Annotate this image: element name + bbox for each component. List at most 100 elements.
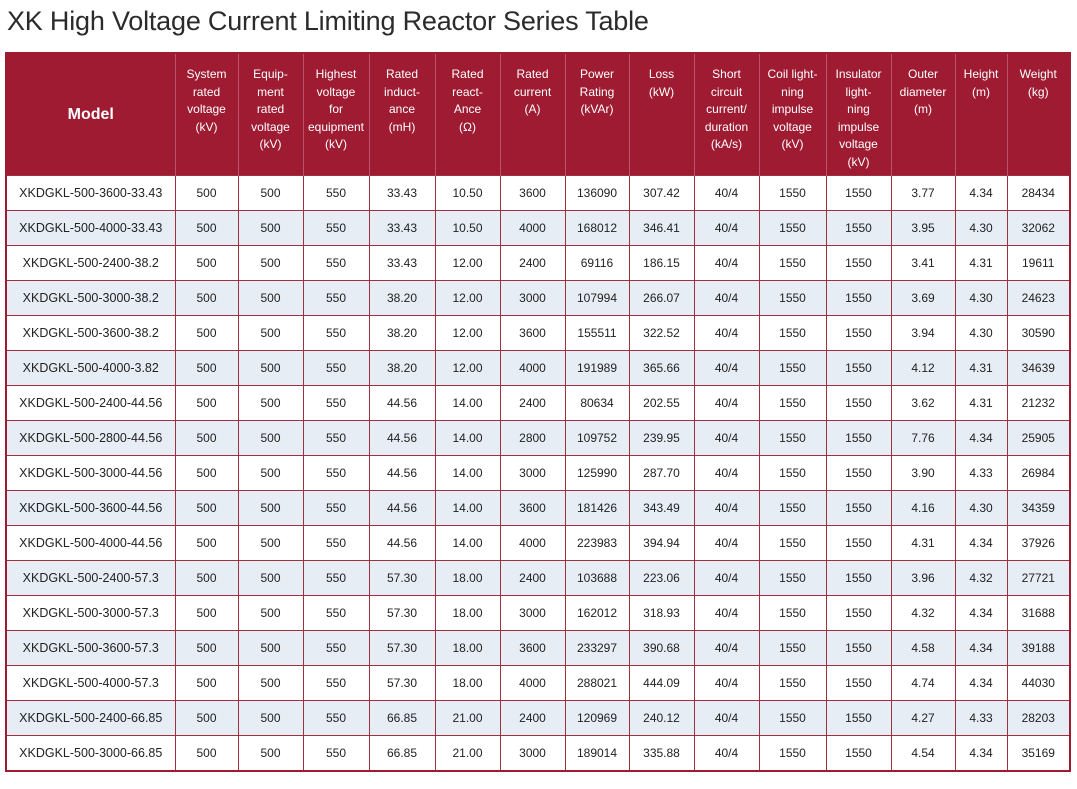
table-cell: 12.00 <box>434 349 500 385</box>
table-cell: 38.20 <box>368 349 435 385</box>
table-cell: 3000 <box>499 454 565 490</box>
table-cell: 189014 <box>564 734 629 770</box>
table-cell: 1550 <box>758 489 826 525</box>
model-cell: XKDGKL-500-4000-33.43 <box>7 209 175 245</box>
table-cell: 14.00 <box>434 454 500 490</box>
table-row: XKDGKL-500-3000-57.3 500 500 550 57.30 18.00 3… <box>7 594 1069 630</box>
table-row: XKDGKL-500-3000-66.85 500 500 550 66.85 21.00… <box>7 734 1069 770</box>
table-cell: 500 <box>237 559 303 595</box>
table-cell: 1550 <box>758 594 826 630</box>
model-cell: XKDGKL-500-2800-44.56 <box>7 419 175 455</box>
table-cell: 57.30 <box>368 629 435 665</box>
table-cell: 394.94 <box>628 524 694 560</box>
table-cell: 550 <box>302 209 369 245</box>
page-title: XK High Voltage Current Limiting Reactor… <box>7 6 649 36</box>
table-cell: 3600 <box>499 174 565 210</box>
table-cell: 500 <box>237 279 303 315</box>
table-cell: 168012 <box>564 209 629 245</box>
table-cell: 3.96 <box>890 559 955 595</box>
table-row: XKDGKL-500-3600-44.56 500 500 550 44.56 14.00… <box>7 489 1069 525</box>
model-cell: XKDGKL-500-3000-66.85 <box>7 734 175 770</box>
table-cell: 40/4 <box>693 524 759 560</box>
table-cell: 40/4 <box>693 629 759 665</box>
table-cell: 4000 <box>499 209 565 245</box>
table-cell: 550 <box>302 349 369 385</box>
table-cell: 4.33 <box>954 699 1007 735</box>
table-cell: 40/4 <box>693 734 759 770</box>
table-cell: 500 <box>174 594 238 630</box>
table-cell: 2400 <box>499 699 565 735</box>
table-cell: 1550 <box>758 349 826 385</box>
table-body: XKDGKL-500-3600-33.43 500 500 550 33.43 10.50… <box>7 174 1069 770</box>
table-cell: 365.66 <box>628 349 694 385</box>
table-cell: 3000 <box>499 279 565 315</box>
table-cell: 4000 <box>499 349 565 385</box>
table-cell: 4000 <box>499 664 565 700</box>
table-cell: 37926 <box>1006 524 1069 560</box>
table-cell: 322.52 <box>628 314 694 350</box>
table-cell: 80634 <box>564 384 629 420</box>
table-row: XKDGKL-500-4000-33.43 500 500 550 33.43 10.50… <box>7 209 1069 245</box>
table-cell: 500 <box>237 174 303 210</box>
table-cell: 2800 <box>499 419 565 455</box>
table-cell: 27721 <box>1006 559 1069 595</box>
table-cell: 500 <box>237 419 303 455</box>
table-cell: 550 <box>302 524 369 560</box>
model-cell: XKDGKL-500-3000-44.56 <box>7 454 175 490</box>
table-row: XKDGKL-500-4000-57.3 500 500 550 57.30 18.00 4… <box>7 664 1069 700</box>
table-cell: 500 <box>174 699 238 735</box>
table-cell: 33.43 <box>368 244 435 280</box>
table-cell: 2400 <box>499 244 565 280</box>
reactor-series-table: Model System rated voltage (kV) Equip- men… <box>5 52 1071 772</box>
table-cell: 120969 <box>564 699 629 735</box>
table-cell: 500 <box>174 734 238 770</box>
model-cell: XKDGKL-500-2400-57.3 <box>7 559 175 595</box>
table-cell: 550 <box>302 594 369 630</box>
table-cell: 40/4 <box>693 454 759 490</box>
table-cell: 40/4 <box>693 384 759 420</box>
table-cell: 550 <box>302 174 369 210</box>
table-cell: 3.77 <box>890 174 955 210</box>
table-cell: 1550 <box>825 384 891 420</box>
table-cell: 162012 <box>564 594 629 630</box>
table-cell: 4.31 <box>954 384 1007 420</box>
table-cell: 25905 <box>1006 419 1069 455</box>
table-cell: 1550 <box>758 664 826 700</box>
table-cell: 3600 <box>499 629 565 665</box>
table-cell: 4.74 <box>890 664 955 700</box>
table-cell: 550 <box>302 489 369 525</box>
table-cell: 155511 <box>564 314 629 350</box>
table-cell: 500 <box>174 559 238 595</box>
table-cell: 35169 <box>1006 734 1069 770</box>
table-cell: 33.43 <box>368 174 435 210</box>
table-cell: 4.58 <box>890 629 955 665</box>
table-cell: 1550 <box>825 524 891 560</box>
table-cell: 500 <box>237 454 303 490</box>
table-cell: 30590 <box>1006 314 1069 350</box>
table-cell: 33.43 <box>368 209 435 245</box>
table-cell: 21.00 <box>434 734 500 770</box>
table-row: XKDGKL-500-4000-3.82 500 500 550 38.20 12.00 4… <box>7 349 1069 385</box>
column-header: Outer diameter (m) <box>890 54 955 175</box>
model-cell: XKDGKL-500-4000-57.3 <box>7 664 175 700</box>
table-cell: 69116 <box>564 244 629 280</box>
table-cell: 500 <box>174 489 238 525</box>
table-cell: 4.31 <box>954 349 1007 385</box>
table-cell: 3000 <box>499 734 565 770</box>
table-header-row: Model System rated voltage (kV) Equip- men… <box>7 54 1069 175</box>
table-cell: 4.31 <box>954 244 1007 280</box>
table-cell: 500 <box>237 734 303 770</box>
table-cell: 550 <box>302 384 369 420</box>
table-row: XKDGKL-500-3000-38.2 500 500 550 38.20 12.00 3… <box>7 279 1069 315</box>
table-cell: 4.30 <box>954 279 1007 315</box>
table-row: XKDGKL-500-2400-57.3 500 500 550 57.30 18.00 2… <box>7 559 1069 595</box>
table-cell: 28203 <box>1006 699 1069 735</box>
table-cell: 1550 <box>758 454 826 490</box>
table-cell: 223.06 <box>628 559 694 595</box>
table-cell: 239.95 <box>628 419 694 455</box>
model-cell: XKDGKL-500-3600-44.56 <box>7 489 175 525</box>
table-cell: 40/4 <box>693 314 759 350</box>
model-cell: XKDGKL-500-2400-66.85 <box>7 699 175 735</box>
table-cell: 107994 <box>564 279 629 315</box>
table-cell: 4.32 <box>890 594 955 630</box>
